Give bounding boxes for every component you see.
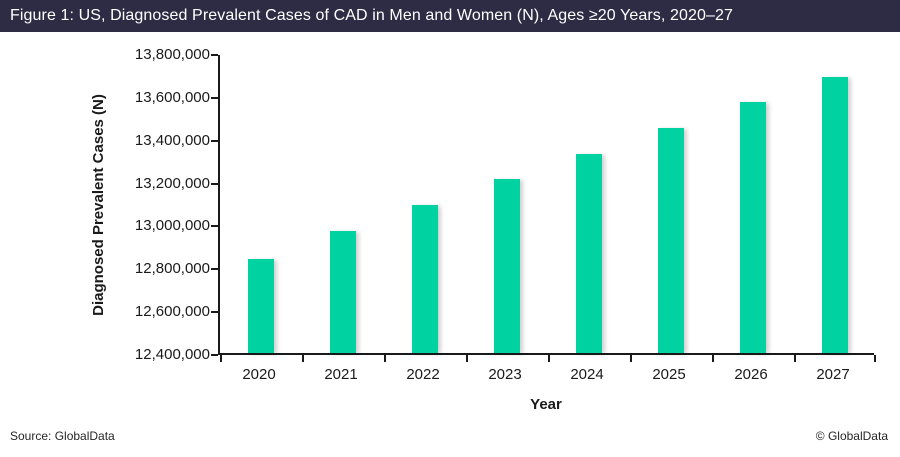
y-tick-mark	[211, 311, 218, 314]
y-tick-mark	[211, 225, 218, 228]
x-tick-label-2026: 2026	[734, 366, 768, 383]
y-tick-mark	[211, 354, 218, 356]
x-tick-mark	[220, 355, 222, 362]
x-tick-mark	[874, 355, 876, 362]
x-tick-mark	[712, 355, 714, 362]
y-tick-label: 13,000,000	[134, 217, 210, 235]
x-tick-mark	[630, 355, 632, 362]
bar-2020	[248, 258, 274, 353]
x-tick-label-2022: 2022	[406, 366, 440, 383]
y-tick-label: 13,400,000	[134, 131, 210, 149]
y-tick-label: 12,600,000	[134, 303, 210, 321]
x-tick-label-2023: 2023	[488, 366, 522, 383]
y-axis-tick-labels: 12,400,000 12,600,000 12,800,000 13,000,000…	[90, 46, 210, 363]
figure-title-bar: Figure 1: US, Diagnosed Prevalent Cases …	[0, 0, 900, 32]
plot-area	[211, 54, 876, 362]
x-tick-mark	[302, 355, 304, 362]
y-tick-mark	[211, 182, 218, 185]
x-tick-label-2024: 2024	[570, 366, 604, 383]
y-tick-label: 12,400,000	[134, 346, 210, 363]
x-axis-tick-labels: 2020 2021 2022 2023 2024 2025 2026 2027	[218, 366, 874, 386]
x-tick-label-2021: 2021	[324, 366, 358, 383]
x-tick-mark	[548, 355, 550, 362]
bar-2023	[494, 179, 520, 353]
y-tick-label: 13,600,000	[134, 88, 210, 106]
x-tick-mark	[466, 355, 468, 362]
bar-2024	[576, 153, 602, 353]
bar-2025	[658, 128, 684, 353]
figure-title: Figure 1: US, Diagnosed Prevalent Cases …	[10, 7, 733, 24]
y-tick-mark	[211, 268, 218, 271]
x-tick-mark	[384, 355, 386, 362]
x-tick-mark	[794, 355, 796, 362]
bar-2022	[412, 205, 438, 353]
x-axis-title: Year	[530, 396, 562, 413]
bar-2021	[330, 230, 356, 353]
y-tick-mark	[211, 54, 218, 56]
x-tick-label-2027: 2027	[816, 366, 850, 383]
bar-2027	[822, 76, 848, 353]
y-tick-label: 12,800,000	[134, 260, 210, 278]
source-label: Source: GlobalData	[10, 429, 115, 443]
y-tick-label: 13,800,000	[134, 46, 210, 63]
y-tick-mark	[211, 96, 218, 99]
y-tick-mark	[211, 139, 218, 142]
copyright-label: © GlobalData	[815, 429, 888, 443]
x-tick-label-2020: 2020	[242, 366, 276, 383]
y-tick-label: 13,200,000	[134, 174, 210, 192]
x-tick-label-2025: 2025	[652, 366, 686, 383]
bar-2026	[740, 102, 766, 353]
